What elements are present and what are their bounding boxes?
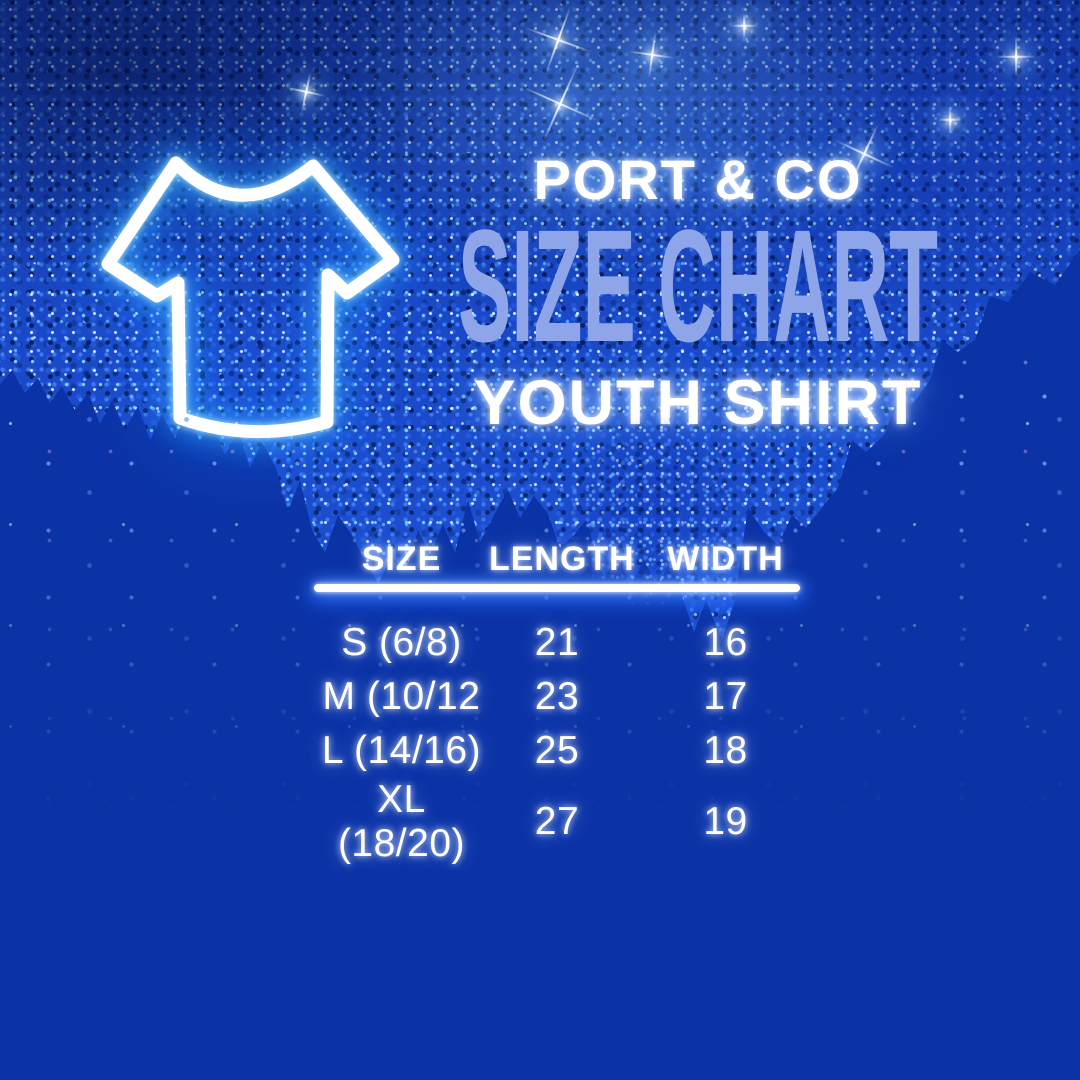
cell-length: 21 xyxy=(534,621,580,664)
table-divider xyxy=(314,584,800,592)
table-row: S (6/8) 21 16 xyxy=(314,616,800,670)
page-title: SIZE CHART xyxy=(458,196,938,375)
size-chart-table: SIZE LENGTH WIDTH S (6/8) 21 16 M (10/12… xyxy=(314,540,800,865)
title-block: PORT & CO SIZE CHART YOUTH SHIRT xyxy=(420,152,976,435)
cell-size: L (14/16) xyxy=(321,729,482,772)
cell-width: 18 xyxy=(703,729,748,772)
column-header-length: LENGTH xyxy=(488,540,635,578)
cell-length: 27 xyxy=(534,800,580,843)
column-header-size: SIZE xyxy=(361,540,442,578)
brand-name: PORT & CO xyxy=(533,148,863,211)
cell-width: 16 xyxy=(703,621,748,664)
subtitle: YOUTH SHIRT xyxy=(473,368,923,438)
table-row: M (10/12 23 17 xyxy=(314,670,800,724)
tshirt-neon-icon xyxy=(101,156,400,439)
cell-size: M (10/12 xyxy=(322,675,481,718)
table-body: S (6/8) 21 16 M (10/12 23 17 L (14/16) 2… xyxy=(314,616,800,865)
cell-size: XL (18/20) xyxy=(337,778,466,865)
cell-length: 25 xyxy=(534,729,580,772)
glitter-texture xyxy=(0,0,1080,640)
cell-width: 19 xyxy=(703,800,748,843)
column-header-width: WIDTH xyxy=(667,540,784,578)
table-row: XL (18/20) 27 19 xyxy=(314,778,800,865)
table-header-row: SIZE LENGTH WIDTH xyxy=(314,540,800,578)
cell-width: 17 xyxy=(703,675,748,718)
table-row: L (14/16) 25 18 xyxy=(314,724,800,778)
cell-size: S (6/8) xyxy=(341,621,462,664)
cell-length: 23 xyxy=(534,675,580,718)
